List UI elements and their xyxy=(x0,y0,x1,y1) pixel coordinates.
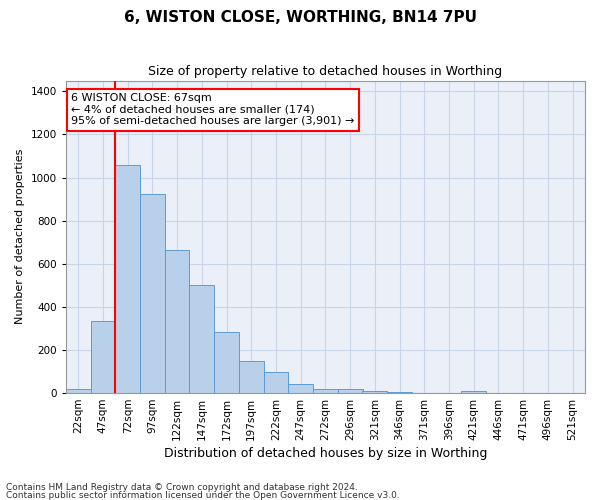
Bar xyxy=(263,372,289,393)
Bar xyxy=(239,360,263,393)
Bar xyxy=(313,389,338,393)
Bar xyxy=(115,164,140,393)
Y-axis label: Number of detached properties: Number of detached properties xyxy=(15,149,25,324)
Bar xyxy=(165,250,190,393)
Bar xyxy=(91,321,115,393)
Bar xyxy=(140,194,165,393)
Bar xyxy=(66,389,91,393)
Bar xyxy=(190,286,214,393)
Text: 6 WISTON CLOSE: 67sqm
← 4% of detached houses are smaller (174)
95% of semi-deta: 6 WISTON CLOSE: 67sqm ← 4% of detached h… xyxy=(71,93,355,126)
X-axis label: Distribution of detached houses by size in Worthing: Distribution of detached houses by size … xyxy=(164,447,487,460)
Bar xyxy=(338,389,362,393)
Text: Contains public sector information licensed under the Open Government Licence v3: Contains public sector information licen… xyxy=(6,490,400,500)
Bar xyxy=(387,392,412,393)
Bar xyxy=(289,384,313,393)
Bar xyxy=(214,332,239,393)
Text: 6, WISTON CLOSE, WORTHING, BN14 7PU: 6, WISTON CLOSE, WORTHING, BN14 7PU xyxy=(124,10,476,25)
Bar xyxy=(362,391,387,393)
Text: Contains HM Land Registry data © Crown copyright and database right 2024.: Contains HM Land Registry data © Crown c… xyxy=(6,484,358,492)
Bar xyxy=(461,391,486,393)
Title: Size of property relative to detached houses in Worthing: Size of property relative to detached ho… xyxy=(148,65,502,78)
